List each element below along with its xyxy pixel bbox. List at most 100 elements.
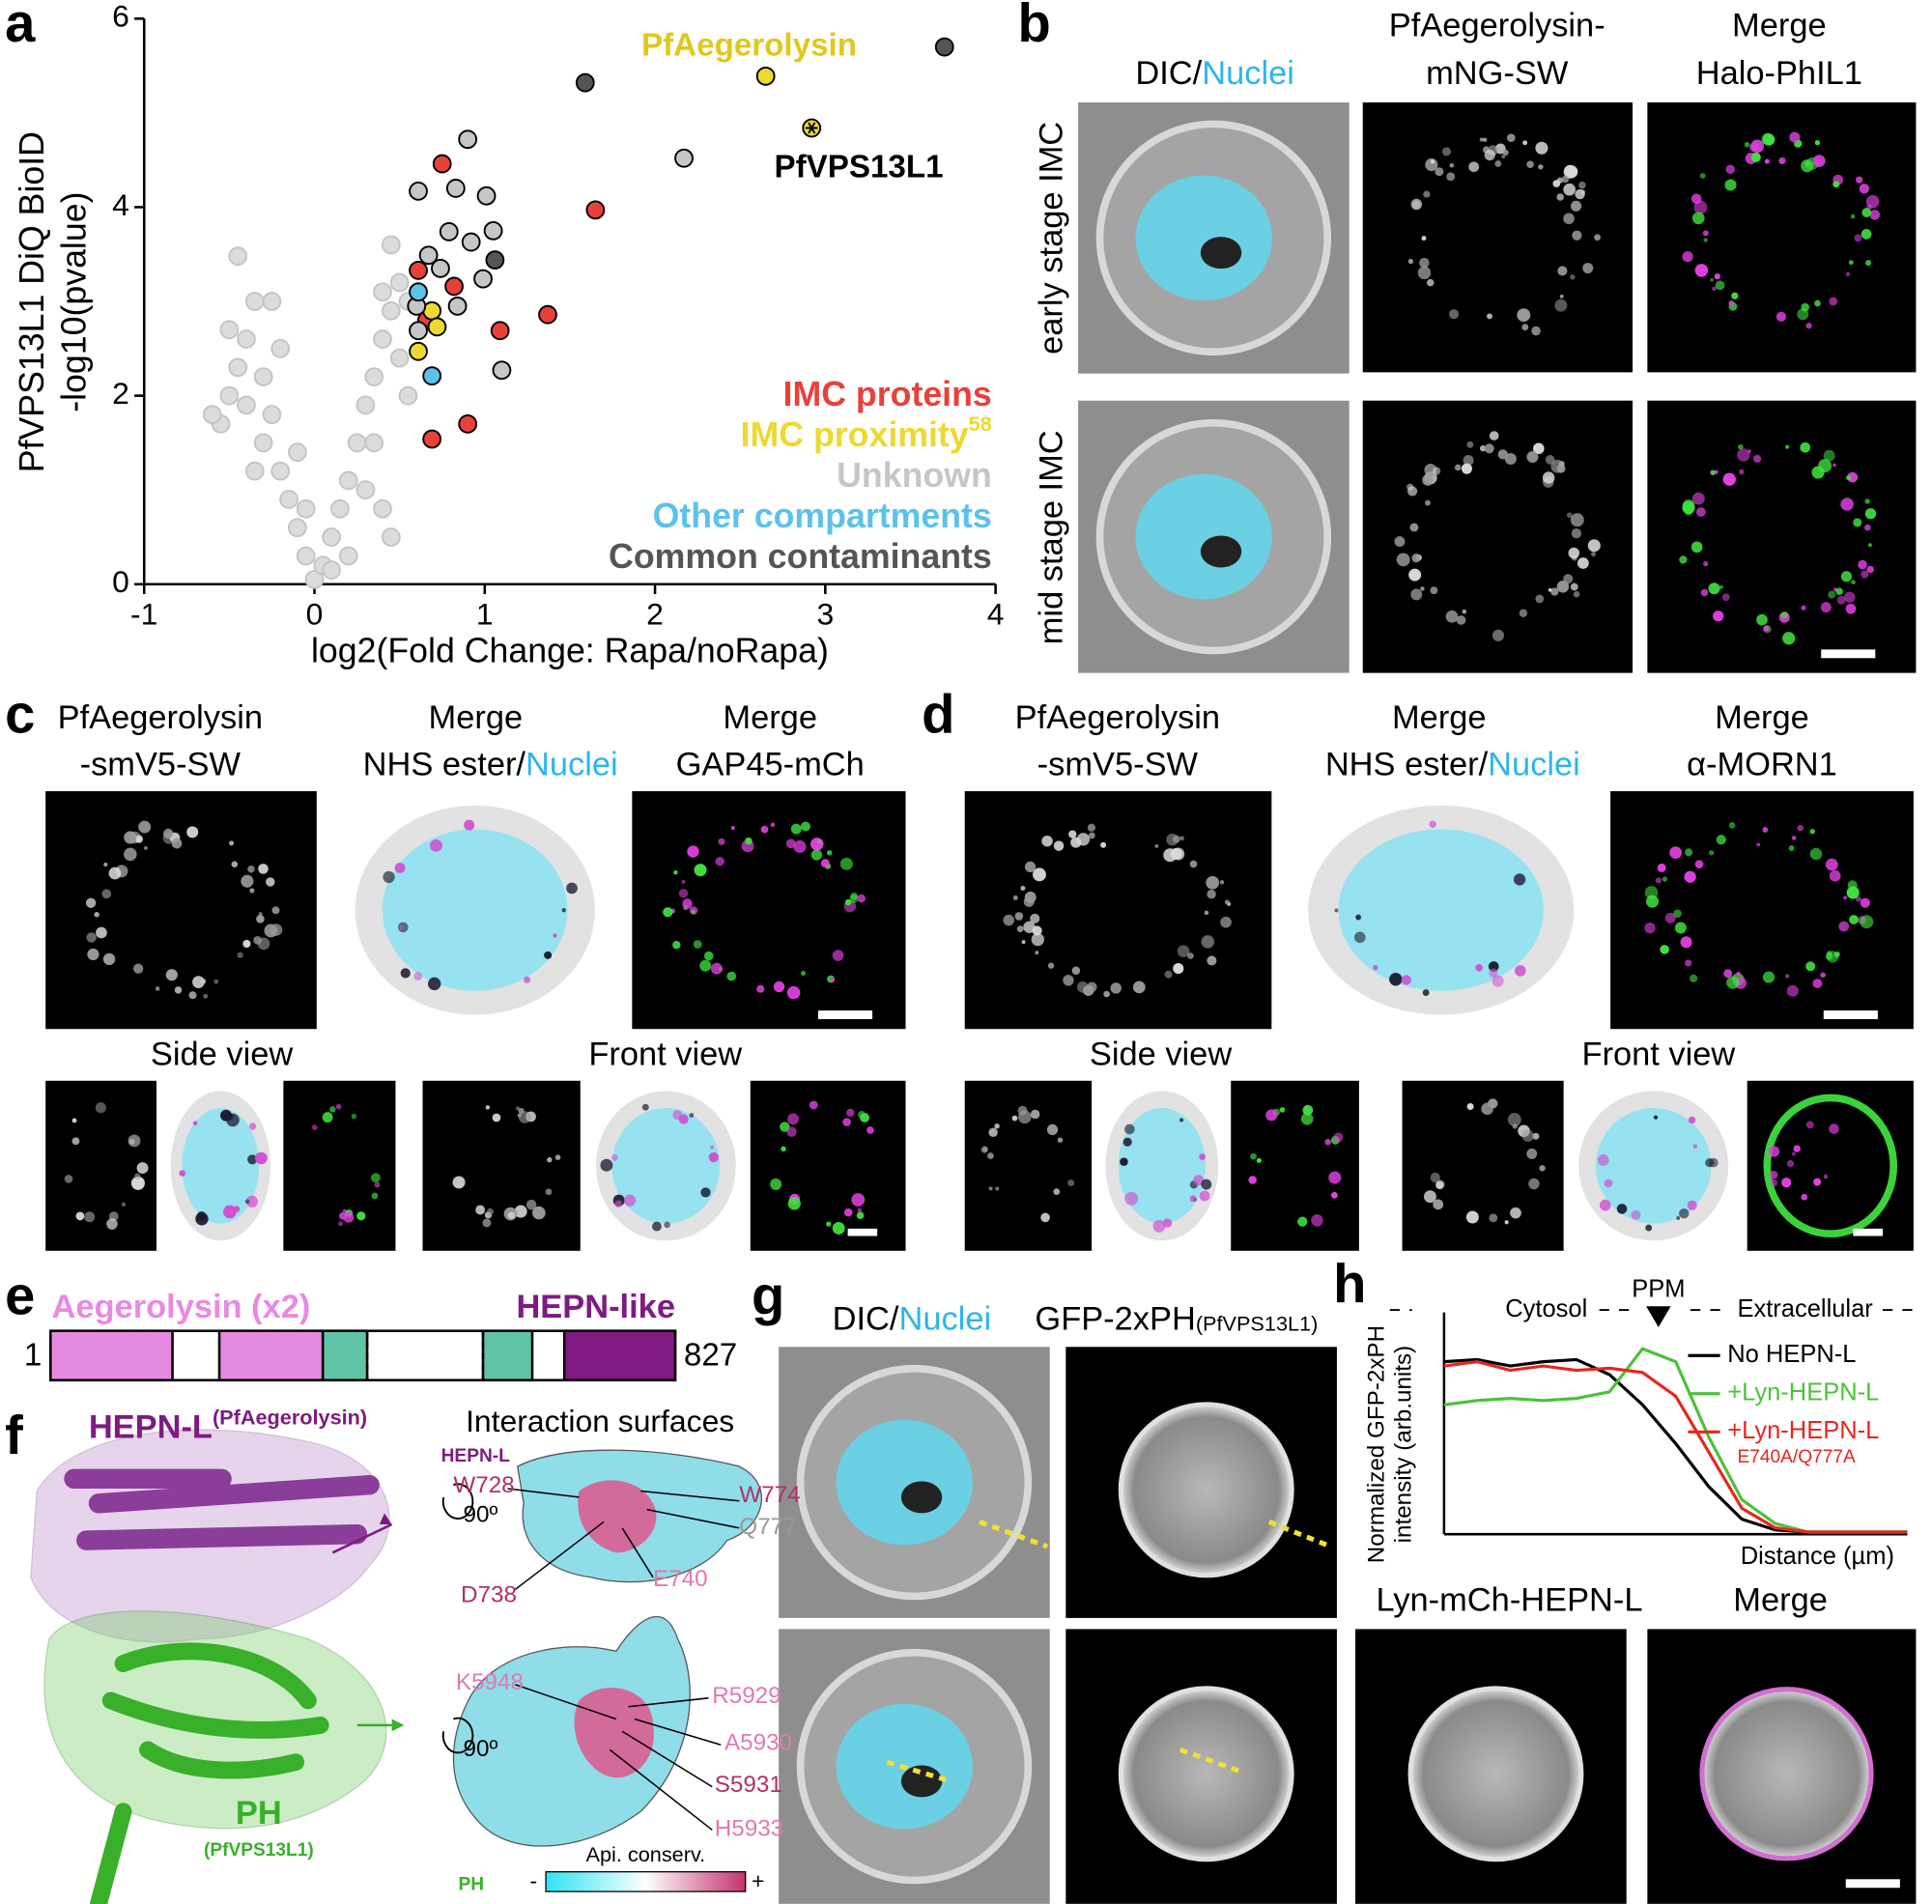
image-speckle xyxy=(1861,208,1872,217)
image-speckle xyxy=(1860,915,1874,929)
image-speckle xyxy=(1699,173,1706,179)
image-speckle xyxy=(1597,1154,1609,1166)
nuclei-stain xyxy=(611,1107,721,1224)
image-speckle xyxy=(1865,260,1872,267)
image-speckle xyxy=(1828,590,1836,599)
data-point xyxy=(934,37,954,57)
image-speckle xyxy=(1012,895,1018,900)
image-speckle xyxy=(1481,1102,1493,1116)
image-speckle xyxy=(452,1176,466,1189)
image-speckle xyxy=(1657,863,1666,872)
data-point xyxy=(304,569,325,589)
image-speckle xyxy=(1789,131,1801,143)
image-speckle xyxy=(786,1126,797,1137)
image-speckle xyxy=(1805,961,1816,972)
image-speckle xyxy=(664,1221,670,1229)
header-part: DIC/ xyxy=(1135,55,1202,92)
bait-asterisk xyxy=(808,122,816,134)
image-speckle xyxy=(1023,921,1036,933)
image-speckle xyxy=(1088,832,1095,839)
image-speckle xyxy=(566,882,578,895)
image-speckle xyxy=(1465,1210,1479,1224)
image-speckle xyxy=(1556,193,1564,201)
image-speckle xyxy=(1786,1159,1795,1168)
image-speckle xyxy=(1691,212,1705,225)
image-speckle xyxy=(817,839,822,844)
data-point xyxy=(418,245,439,266)
image-speckle xyxy=(856,1211,865,1220)
image-speckle xyxy=(1694,264,1709,277)
image-speckle xyxy=(343,1211,355,1223)
image-speckle xyxy=(1132,980,1146,994)
pigment xyxy=(900,1481,943,1514)
image-speckle xyxy=(1690,193,1702,205)
image-speckle xyxy=(155,986,160,991)
image-speckle xyxy=(507,1211,516,1219)
region-label: Extracellular xyxy=(1737,1295,1873,1322)
image-speckle xyxy=(1430,586,1438,595)
image-speckle xyxy=(1582,263,1594,274)
image-speckle xyxy=(1542,471,1555,484)
y-axis-label: Normalized GFP-2xPH xyxy=(1363,1325,1389,1563)
profile-line xyxy=(1267,1520,1332,1549)
scale-bar xyxy=(1823,1010,1878,1020)
image-speckle xyxy=(678,888,689,898)
image-speckle xyxy=(1559,294,1564,298)
column-header: GAP45-mCh xyxy=(676,747,865,783)
image-speckle xyxy=(518,1107,525,1115)
image-speckle xyxy=(487,1208,494,1215)
data-point xyxy=(373,282,392,302)
image-background xyxy=(964,791,1272,1030)
data-point xyxy=(409,181,428,201)
image-speckle xyxy=(1424,499,1431,506)
image-speckle xyxy=(1736,971,1741,977)
image-speckle xyxy=(482,1218,492,1228)
image-speckle xyxy=(820,859,830,868)
image-speckle xyxy=(85,897,97,908)
image-speckle xyxy=(1489,431,1499,440)
domain-label: Aegerolysin (x2) xyxy=(52,1289,311,1325)
residue-label: R5929 xyxy=(712,1683,781,1709)
image-speckle xyxy=(1570,513,1584,527)
pigment xyxy=(900,1765,943,1798)
residue-label: S5931 xyxy=(715,1772,782,1798)
image-speckle xyxy=(1855,895,1861,902)
image-speckle xyxy=(1820,602,1832,613)
image-speckle xyxy=(1722,472,1736,486)
image-speckle xyxy=(1691,492,1705,505)
image-speckle xyxy=(687,845,699,858)
header-part: NHS ester/ xyxy=(363,747,526,783)
header-part: (PfVPS13L1) xyxy=(1196,1311,1319,1335)
image-speckle xyxy=(1694,860,1704,868)
image-speckle xyxy=(1462,609,1467,614)
image-speckle xyxy=(1448,309,1460,320)
image-speckle xyxy=(1829,869,1841,882)
nuclei-stain xyxy=(836,1419,973,1546)
domain-label: HEPN-like xyxy=(516,1289,675,1325)
image-speckle xyxy=(1674,922,1687,934)
profile-line xyxy=(1179,1747,1243,1775)
title-superscript: (PfAegerolysin) xyxy=(213,1405,367,1429)
image-speckle xyxy=(1836,595,1846,605)
image-speckle xyxy=(1507,1113,1521,1127)
rotation-label: 90º xyxy=(464,1736,498,1762)
image-speckle xyxy=(108,867,122,880)
image-speckle xyxy=(710,1145,714,1150)
header-part: Nuclei xyxy=(526,747,618,783)
image-speckle xyxy=(1700,588,1709,597)
image-speckle xyxy=(351,1113,357,1120)
image-speckle xyxy=(1776,311,1786,322)
column-header: α-MORN1 xyxy=(1687,747,1837,783)
image-speckle xyxy=(810,849,823,861)
image-speckle xyxy=(1497,449,1508,460)
image-speckle xyxy=(1695,507,1706,517)
image-speckle xyxy=(130,1176,145,1190)
image-speckle xyxy=(851,1193,866,1207)
image-speckle xyxy=(1248,1176,1257,1184)
image-speckle xyxy=(867,1126,874,1134)
image-speckle xyxy=(223,1205,237,1219)
image-speckle xyxy=(1419,257,1430,269)
column-header: PfAegerolysin xyxy=(58,699,263,736)
data-point xyxy=(228,357,248,378)
